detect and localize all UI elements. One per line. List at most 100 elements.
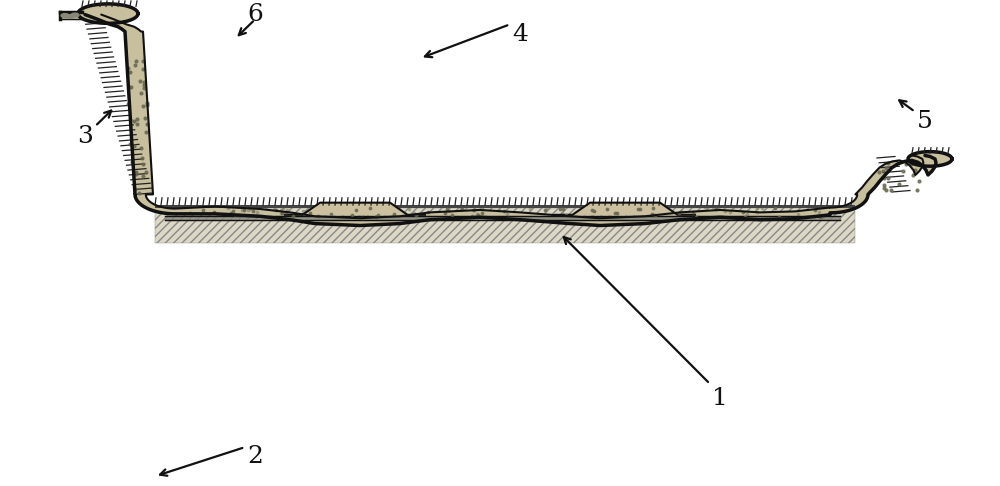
Circle shape xyxy=(71,13,79,17)
Point xyxy=(285,212,301,220)
Point xyxy=(754,204,770,211)
Point xyxy=(236,207,252,214)
Point xyxy=(406,209,422,217)
Point xyxy=(439,205,455,212)
Point xyxy=(749,208,765,215)
Text: 4: 4 xyxy=(512,22,528,46)
Point xyxy=(537,206,553,214)
Polygon shape xyxy=(155,208,855,243)
Point xyxy=(469,210,485,218)
Point xyxy=(876,184,892,191)
Point xyxy=(218,210,234,218)
Point xyxy=(227,211,243,219)
Point xyxy=(135,160,151,168)
Point xyxy=(909,187,925,194)
Point xyxy=(128,170,144,177)
Point xyxy=(891,181,907,189)
Point xyxy=(705,203,721,210)
Point xyxy=(603,209,619,217)
Point xyxy=(883,187,899,194)
Point xyxy=(584,210,600,218)
Point xyxy=(138,128,154,136)
Point xyxy=(470,211,486,219)
Polygon shape xyxy=(555,203,695,215)
Point xyxy=(722,208,738,216)
Point xyxy=(737,213,753,221)
Point xyxy=(295,208,311,215)
Point xyxy=(580,207,596,214)
Point xyxy=(739,210,755,218)
Point xyxy=(355,210,371,218)
Point xyxy=(420,208,436,216)
Point xyxy=(880,174,896,182)
Point xyxy=(275,204,291,212)
Point xyxy=(735,208,751,216)
Point xyxy=(273,209,289,217)
Point xyxy=(124,158,140,166)
Point xyxy=(607,209,623,217)
Point xyxy=(323,210,339,218)
Point xyxy=(128,168,144,176)
Point xyxy=(303,208,319,216)
Point xyxy=(911,177,927,185)
Point xyxy=(310,212,326,220)
Point xyxy=(344,211,360,219)
Point xyxy=(131,190,147,197)
Point xyxy=(812,213,828,221)
Point xyxy=(121,83,137,91)
Circle shape xyxy=(66,15,74,18)
Point xyxy=(126,117,142,125)
Point xyxy=(552,205,568,212)
Point xyxy=(630,205,646,213)
Point xyxy=(245,207,261,214)
Point xyxy=(645,204,661,212)
Point xyxy=(302,209,318,217)
Point xyxy=(903,160,919,168)
Polygon shape xyxy=(78,4,138,23)
Point xyxy=(348,206,364,214)
Point xyxy=(437,209,453,217)
Point xyxy=(279,207,295,214)
Point xyxy=(268,206,284,213)
Point xyxy=(242,206,258,213)
Point xyxy=(223,209,239,217)
Point xyxy=(401,205,417,213)
Point xyxy=(354,214,370,222)
Circle shape xyxy=(61,14,69,17)
Point xyxy=(249,208,265,216)
Point xyxy=(609,209,625,217)
Point xyxy=(499,210,515,218)
Point xyxy=(386,210,402,218)
Point xyxy=(697,203,713,211)
Point xyxy=(871,169,887,176)
Point xyxy=(123,83,139,91)
Point xyxy=(134,154,150,162)
Point xyxy=(875,168,891,175)
Point xyxy=(586,206,602,213)
Point xyxy=(555,205,571,213)
Point xyxy=(725,204,741,211)
Point xyxy=(586,208,602,215)
Point xyxy=(790,210,806,218)
Point xyxy=(128,57,144,65)
Point xyxy=(554,209,570,217)
Point xyxy=(129,115,145,123)
Point xyxy=(811,208,827,216)
Text: 5: 5 xyxy=(917,110,933,133)
Polygon shape xyxy=(908,152,952,166)
Point xyxy=(473,204,489,211)
Point xyxy=(491,206,507,213)
Polygon shape xyxy=(285,203,425,215)
Point xyxy=(807,207,823,214)
Point xyxy=(671,209,687,217)
Point xyxy=(122,140,138,148)
Point xyxy=(310,203,326,211)
Point xyxy=(464,212,480,220)
Point xyxy=(878,186,894,194)
Point xyxy=(136,78,152,86)
Point xyxy=(441,207,457,214)
Point xyxy=(496,208,512,215)
Point xyxy=(454,205,470,213)
Point xyxy=(749,205,765,212)
Point xyxy=(368,213,384,221)
